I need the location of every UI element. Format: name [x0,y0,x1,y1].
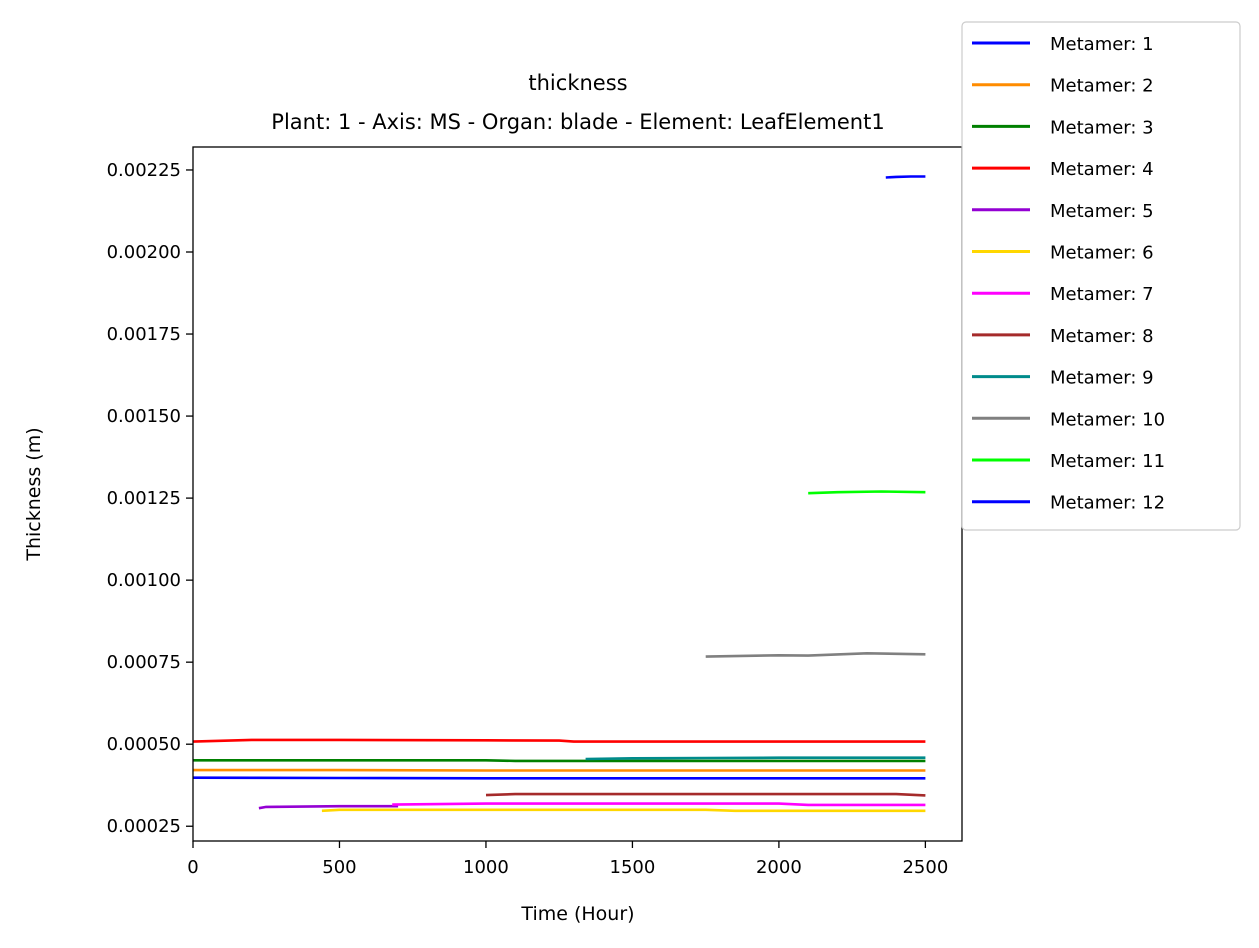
legend-box [961,21,1241,531]
y-tick-label: 0.00200 [107,242,181,263]
y-tick-label: 0.00100 [107,570,181,591]
y-tick-label: 0.00025 [107,816,181,837]
legend-label: Metamer: 4 [1050,159,1154,180]
series-line-metamer-9 [585,756,926,761]
series-line-metamer-7 [392,802,926,807]
series-line-metamer-4 [193,738,926,743]
series-line-metamer-5 [258,804,399,810]
legend-label: Metamer: 9 [1050,368,1154,389]
legend-label: Metamer: 12 [1050,493,1165,514]
y-tick-label: 0.00075 [107,652,181,673]
series-line-metamer-11 [808,490,926,495]
series-line-metamer-8 [485,792,926,797]
series-line-metamer-3 [193,758,926,763]
series-line-metamer-1 [193,776,926,780]
y-tick-label: 0.00050 [107,734,181,755]
legend-label: Metamer: 1 [1050,34,1154,55]
legend: Metamer: 1 Metamer: 2 Metamer: 3 Metamer: 4… [961,21,1241,531]
x-tick-label: 0 [187,857,198,878]
x-tick-label: 1500 [610,857,656,878]
x-tick-label: 1000 [463,857,509,878]
chart-subtitle: Plant: 1 - Axis: MS - Organ: blade - Ele… [271,110,884,134]
legend-label: Metamer: 10 [1050,409,1165,430]
y-axis-label: Thickness (m) [23,427,45,561]
y-tick-label: 0.00150 [107,406,181,427]
x-tick-label: 2000 [756,857,802,878]
y-axis-ticks: 0.00025 0.00050 0.00075 0.00100 0.00125 0.001… [107,160,193,837]
x-tick-label: 2500 [902,857,948,878]
x-axis-label: Time (Hour) [520,903,634,925]
y-tick-label: 0.00125 [107,488,181,509]
legend-label: Metamer: 2 [1050,76,1154,97]
plot-area [192,146,963,842]
legend-label: Metamer: 8 [1050,326,1154,347]
chart-title: thickness [528,71,627,95]
series-line-metamer-12 [885,175,926,179]
legend-label: Metamer: 7 [1050,284,1154,305]
legend-label: Metamer: 5 [1050,201,1154,222]
legend-label: Metamer: 11 [1050,451,1165,472]
y-tick-label: 0.00175 [107,324,181,345]
x-tick-label: 500 [322,857,356,878]
y-tick-label: 0.00225 [107,160,181,181]
series-line-metamer-10 [705,651,926,658]
series-lines [193,175,926,813]
legend-label: Metamer: 3 [1050,117,1154,138]
series-line-metamer-6 [321,808,926,813]
legend-label: Metamer: 6 [1050,243,1154,264]
x-axis-ticks: 0 500 1000 1500 2000 2500 [187,841,948,878]
